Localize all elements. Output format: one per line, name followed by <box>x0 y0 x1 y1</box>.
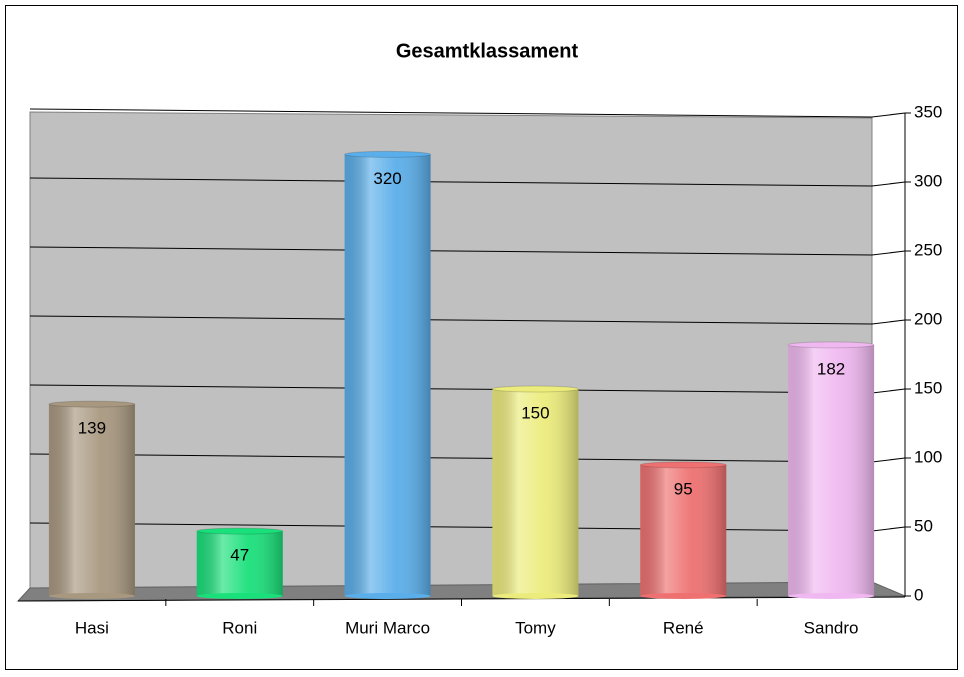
y-tick-label: 200 <box>914 309 942 328</box>
value-label: 150 <box>521 403 549 422</box>
value-label: 320 <box>373 169 401 188</box>
x-tick-label: Sandro <box>804 618 859 637</box>
bar-top <box>344 150 432 158</box>
bar-shade <box>640 464 727 596</box>
x-tick-label: Roni <box>222 618 257 637</box>
back-wall <box>29 111 873 591</box>
bar-top <box>787 341 875 349</box>
bar-shade <box>48 404 135 596</box>
bar-top <box>639 461 727 469</box>
bar-bottom <box>492 593 579 599</box>
bar-shade <box>344 154 431 596</box>
x-tick-label: Hasi <box>75 618 109 637</box>
y-tick-label: 150 <box>914 378 942 397</box>
y-tick-label: 300 <box>914 171 942 190</box>
bar-shade <box>196 531 283 596</box>
bar-top <box>491 385 579 393</box>
bar-bottom <box>48 593 135 599</box>
x-tick-label: Muri Marco <box>345 618 430 637</box>
grid-line <box>29 315 906 325</box>
grid-line <box>29 246 906 256</box>
value-label: 182 <box>817 359 845 378</box>
bar-top <box>196 527 284 535</box>
x-tick-label: René <box>663 618 704 637</box>
x-tick-label: Tomy <box>515 618 556 637</box>
y-tick-label: 250 <box>914 240 942 259</box>
value-label: 47 <box>230 546 249 565</box>
y-tick-label: 0 <box>914 585 923 604</box>
bar-bottom <box>640 593 727 599</box>
value-label: 95 <box>674 479 693 498</box>
y-tick-label: 50 <box>914 516 933 535</box>
y-tick-label: 100 <box>914 447 942 466</box>
bar-top <box>48 400 136 408</box>
bar-bottom <box>788 593 875 599</box>
bar-bottom <box>344 593 431 599</box>
grid-line <box>29 108 906 118</box>
grid-line <box>29 177 906 187</box>
bar-bottom <box>196 593 283 599</box>
bar-shade <box>492 389 579 596</box>
bar-shade <box>788 344 875 596</box>
y-tick-label: 350 <box>914 102 942 121</box>
chart-title: Gesamtklassament <box>396 40 579 62</box>
value-label: 139 <box>78 419 106 438</box>
